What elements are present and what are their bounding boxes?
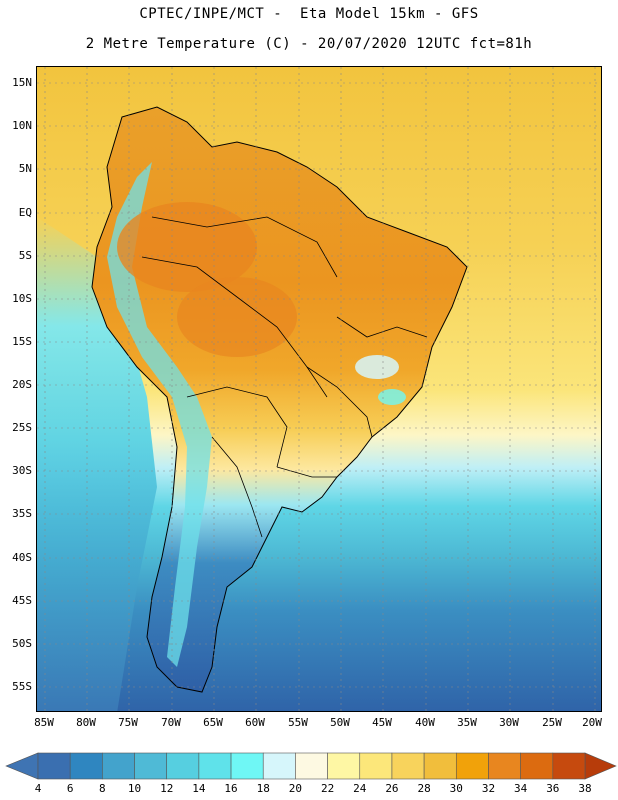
colorbar-label: 20 [288,782,303,795]
map-canvas [37,67,601,711]
colorbar-label: 34 [514,782,528,795]
lon-label-75w: 75W [118,716,138,729]
lat-label-20s: 20S [12,378,32,391]
colorbar-label: 12 [160,782,174,795]
colorbar-label: 10 [127,782,142,795]
lat-label-25s: 25S [12,421,32,434]
colorbar-label: 6 [66,782,74,795]
colorbar-label: 36 [546,782,560,795]
title-line-2: 2 Metre Temperature (C) - 20/07/2020 12U… [85,36,533,52]
colorbar-segment [295,752,328,780]
colorbar-segment [520,752,554,780]
colorbar-segment [552,752,586,780]
lon-label-80w: 80W [76,716,96,729]
lon-label-25w: 25W [542,716,562,729]
colorbar-segment [230,752,264,780]
graticule [37,67,601,711]
lon-label-60w: 60W [245,716,265,729]
lat-label-40s: 40S [12,551,32,564]
colorbar-segment [69,752,103,780]
colorbar-segment [327,752,361,780]
country-borders [141,216,428,538]
title-line-1: CPTEC/INPE/MCT - Eta Model 15km - GFS [139,6,479,22]
colorbar-label: 24 [353,782,367,795]
colorbar-segment [37,752,71,780]
colorbar-high-arrow [584,752,617,780]
lon-label-70w: 70W [161,716,181,729]
colorbar-label: 8 [99,782,106,795]
lon-label-40w: 40W [415,716,435,729]
lat-label-5n: 5N [18,162,32,175]
lon-label-45w: 45W [372,716,392,729]
colorbar-segment [134,752,168,780]
lat-label-10n: 10N [12,119,32,132]
colorbar-label: 22 [320,782,335,795]
lon-label-30w: 30W [499,716,519,729]
lat-label-55s: 55S [12,680,32,693]
colorbar-label: 14 [192,782,206,795]
colorbar-segment [423,752,457,780]
temperature-map [36,66,602,712]
lat-label-45s: 45S [12,594,32,607]
colorbar-label: 30 [449,782,463,795]
lon-label-85w: 85W [34,716,54,729]
lon-label-20w: 20W [582,716,602,729]
colorbar-segment [455,752,489,780]
colorbar-segment [262,752,296,780]
lat-label-50s: 50S [12,637,32,650]
lon-label-35w: 35W [457,716,477,729]
lon-label-55w: 55W [288,716,308,729]
colorbar-label: 32 [481,782,496,795]
lat-label-10s: 10S [12,292,32,305]
colorbar-label: 26 [385,782,399,795]
colorbar-segment [166,752,200,780]
lon-label-50w: 50W [330,716,350,729]
lat-label-15n: 15N [12,76,32,89]
lon-label-65w: 65W [203,716,223,729]
colorbar-label: 38 [578,782,592,795]
lat-label-15s: 15S [12,335,32,348]
lat-label-5s: 5S [18,249,32,262]
colorbar-label: 16 [224,782,238,795]
colorbar-segment [102,752,135,780]
lat-label-35s: 35S [12,507,32,520]
colorbar-low-arrow [5,752,39,780]
lat-label-30s: 30S [12,464,32,477]
lat-label-eq: EQ [18,206,32,219]
colorbar-label: 4 [34,782,42,795]
colorbar-segment [198,752,232,780]
colorbar-segment [391,752,425,780]
colorbar [5,752,617,780]
colorbar-segment [488,752,521,780]
colorbar-label: 18 [256,782,270,795]
colorbar-segment [359,752,393,780]
colorbar-label: 28 [417,782,431,795]
